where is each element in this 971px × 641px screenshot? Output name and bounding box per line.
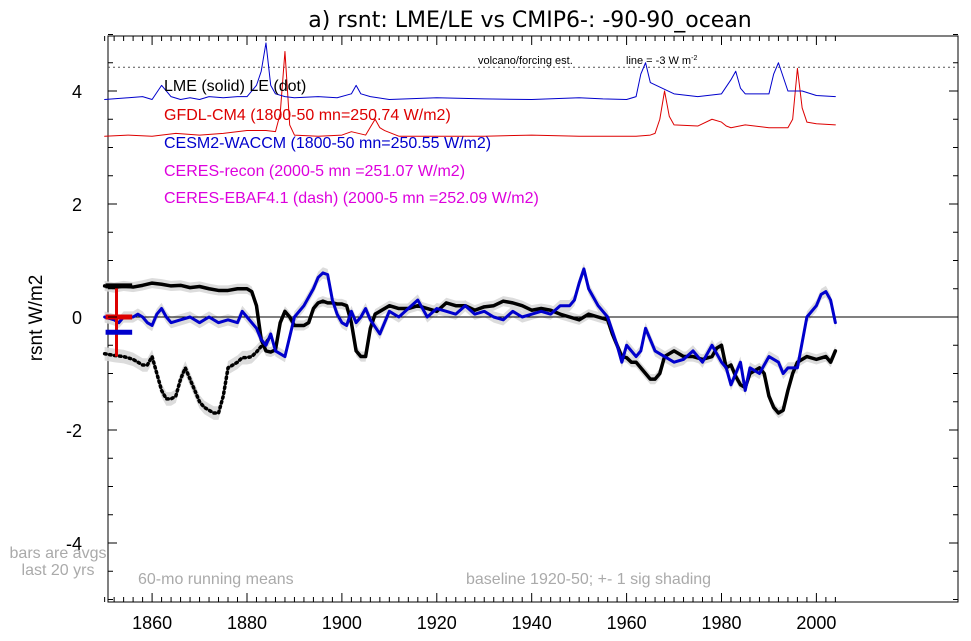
legend-item-ceres-ebaf: CERES-EBAF4.1 (dash) (2000-5 mn =252.09 …	[164, 190, 539, 207]
plot-area: 1860 1880 1900 1920 1940 1960 1980 2000 4 2 0 -2 -4	[66, 34, 959, 633]
band-lme-solid	[104, 278, 836, 419]
volcano-line-label-sup: -2	[691, 55, 697, 62]
series-layer	[102, 42, 838, 415]
series-lme-solid	[102, 281, 838, 415]
legend-item-gfdl-cm4: GFDL-CM4 (1800-50 mn=250.74 W/m2)	[164, 107, 451, 124]
footnote-running-means: 60-mo running means	[138, 571, 294, 588]
series-gfdl-cm4-volcano	[104, 50, 836, 137]
uncertainty-shading	[104, 263, 836, 420]
y-tick-label-2: 0	[72, 308, 82, 328]
x-tick-label-1920: 1920	[417, 613, 457, 633]
band-cesm2-waccm	[104, 263, 836, 397]
x-tick-label-1940: 1940	[512, 613, 552, 633]
footnote-last-20-yrs: last 20 yrs	[22, 562, 95, 579]
axis-ticks: 1860 1880 1900 1920 1940 1960 1980 2000 4 2 0 -2 -4	[66, 34, 958, 633]
volcano-line-label: line = -3 W m-2	[626, 55, 697, 67]
x-tick-label-1860: 1860	[132, 613, 172, 633]
x-tick-label-1900: 1900	[322, 613, 362, 633]
legend-item-lme-le: LME (solid) LE (dot)	[164, 78, 306, 95]
legend-item-ceres-recon: CERES-recon (2000-5 mn =251.07 W/m2)	[164, 163, 465, 180]
x-tick-label-1960: 1960	[607, 613, 647, 633]
series-cesm2-waccm	[103, 267, 837, 392]
y-axis-label: rsnt W/m2	[26, 275, 47, 362]
legend: LME (solid) LE (dot) GFDL-CM4 (1800-50 m…	[164, 78, 539, 207]
x-tick-label-2000: 2000	[796, 613, 836, 633]
legend-item-cesm2-waccm: CESM2-WACCM (1800-50 mn=250.55 W/m2)	[164, 135, 491, 152]
y-tick-label-1: 2	[72, 195, 82, 215]
series-le-dot	[102, 335, 273, 415]
y-tick-label-0: 4	[72, 82, 82, 102]
footnote-bars-are-avgs: bars are avgs	[10, 545, 107, 562]
y-tick-label-4: -4	[66, 534, 82, 554]
y-tick-label-3: -2	[66, 421, 82, 441]
x-tick-label-1880: 1880	[227, 613, 267, 633]
volcano-label: volcano/forcing est.	[478, 55, 573, 67]
footnote-baseline: baseline 1920-50; +- 1 sig shading	[466, 571, 711, 588]
volcano-line-label-text: line = -3 W m	[626, 55, 691, 67]
chart-title: a) rsnt: LME/LE vs CMIP6-: -90-90_ocean	[308, 8, 752, 33]
x-tick-label-1980: 1980	[701, 613, 741, 633]
series-cesm2-waccm-volcano	[104, 42, 836, 100]
